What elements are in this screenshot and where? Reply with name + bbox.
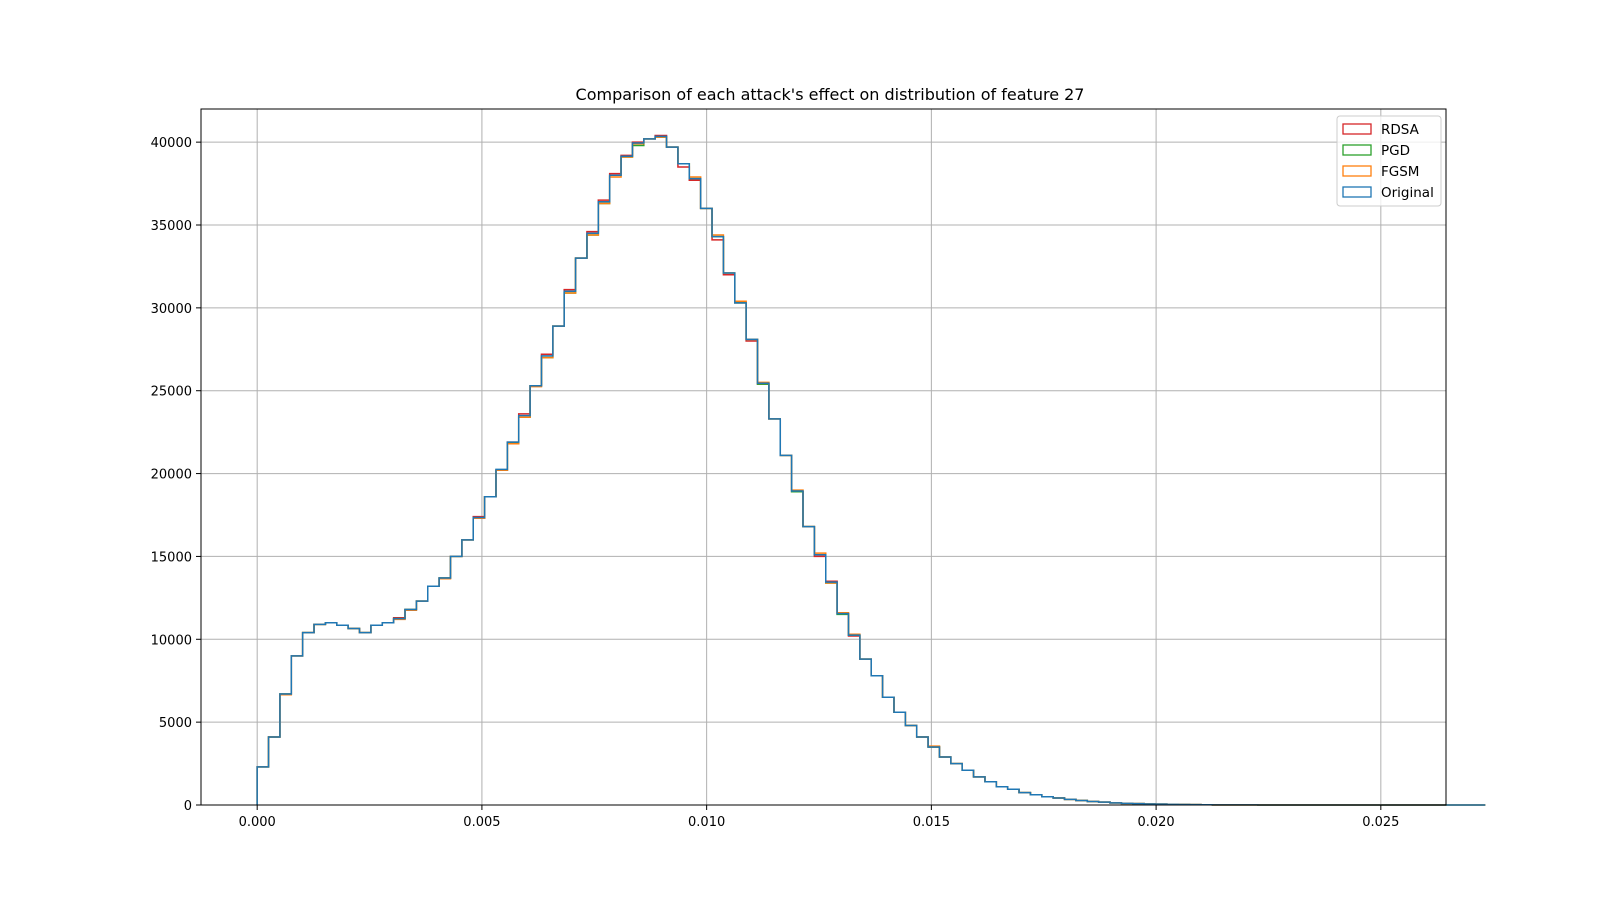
legend-label-pgd: PGD: [1381, 143, 1410, 159]
legend-label-original: Original: [1381, 185, 1434, 201]
x-axis: 0.000 0.005 0.010 0.015 0.020 0.025: [239, 805, 1399, 830]
y-tick-label: 40000: [151, 136, 192, 151]
y-tick-label: 20000: [151, 468, 192, 483]
y-tick-label: 0: [184, 799, 192, 814]
y-tick-label: 25000: [151, 385, 192, 400]
legend-swatch-rdsa: [1342, 123, 1372, 135]
legend-label-rdsa: RDSA: [1381, 122, 1420, 138]
y-axis: 0 5000 10000 15000 20000 25000 30000 35000 40000: [151, 136, 201, 814]
y-tick-label: 10000: [151, 633, 192, 648]
x-tick-label: 0.000: [239, 815, 276, 830]
legend-swatch-original: [1342, 186, 1372, 198]
x-tick-label: 0.025: [1362, 815, 1399, 830]
x-tick-label: 0.020: [1137, 815, 1174, 830]
x-tick-label: 0.010: [688, 815, 725, 830]
y-tick-label: 30000: [151, 302, 192, 317]
plot-frame: [200, 108, 1447, 806]
legend-swatch-pgd: [1342, 144, 1372, 156]
x-tick-label: 0.005: [463, 815, 500, 830]
legend-label-fgsm: FGSM: [1381, 164, 1419, 180]
legend-box: [1336, 115, 1442, 207]
legend-swatch-fgsm: [1342, 165, 1372, 177]
y-tick-label: 5000: [159, 716, 192, 731]
legend: RDSA PGD FGSM Original: [1336, 115, 1442, 207]
chart-title: Comparison of each attack's effect on di…: [576, 85, 1085, 104]
y-tick-label: 35000: [151, 219, 192, 234]
y-tick-label: 15000: [151, 550, 192, 565]
x-tick-label: 0.015: [913, 815, 950, 830]
